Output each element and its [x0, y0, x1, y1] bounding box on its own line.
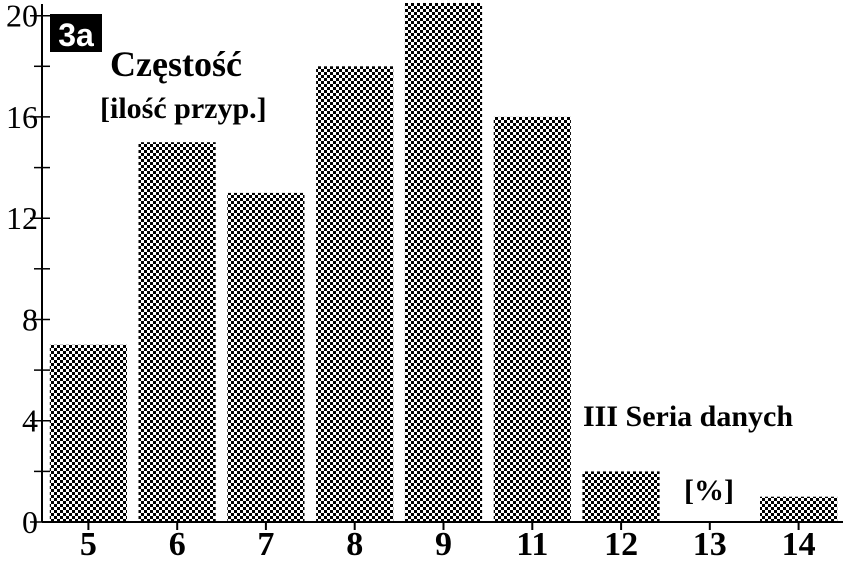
- y-axis-label-line1: Częstość: [110, 44, 242, 84]
- y-tick-label-8: 8: [22, 302, 38, 338]
- y-tick-label-0: 0: [22, 504, 38, 540]
- bar-8: [316, 66, 394, 523]
- bar-7: [227, 192, 305, 522]
- badge-text: 3a: [58, 17, 94, 53]
- bar-6: [138, 142, 216, 522]
- y-tick-label-12: 12: [6, 200, 38, 236]
- y-axis-label-line2: [ilość przyp.]: [100, 92, 267, 125]
- x-tick-label-12: 12: [604, 526, 638, 561]
- bar-9: [404, 3, 483, 522]
- badge-background: [50, 14, 102, 52]
- x-axis-label-line1: III Seria danych: [583, 400, 793, 433]
- y-tick-label-4: 4: [22, 403, 38, 439]
- x-tick-label-14: 14: [782, 526, 816, 561]
- bar-14: [760, 496, 838, 522]
- x-tick-label-7: 7: [257, 526, 274, 561]
- x-axis-label-line2: [%]: [684, 474, 734, 507]
- x-tick-label-5: 5: [80, 526, 97, 561]
- y-tick-label-20: 20: [6, 0, 38, 34]
- bars-group: [49, 3, 838, 523]
- bar-12: [582, 471, 660, 522]
- y-axis-ticks: 0 4 8 12 16 20: [6, 0, 50, 540]
- bar-11: [493, 116, 571, 523]
- x-tick-label-8: 8: [346, 526, 363, 561]
- x-axis-labels: 5 6 7 8 9 11 12 13 14: [80, 522, 816, 561]
- x-tick-label-6: 6: [169, 526, 186, 561]
- chart-badge: 3a: [50, 14, 102, 53]
- bar-5: [49, 344, 127, 522]
- x-tick-label-9: 9: [435, 526, 452, 561]
- y-tick-label-16: 16: [6, 99, 38, 135]
- x-tick-label-13: 13: [693, 526, 727, 561]
- x-tick-label-11: 11: [516, 526, 548, 561]
